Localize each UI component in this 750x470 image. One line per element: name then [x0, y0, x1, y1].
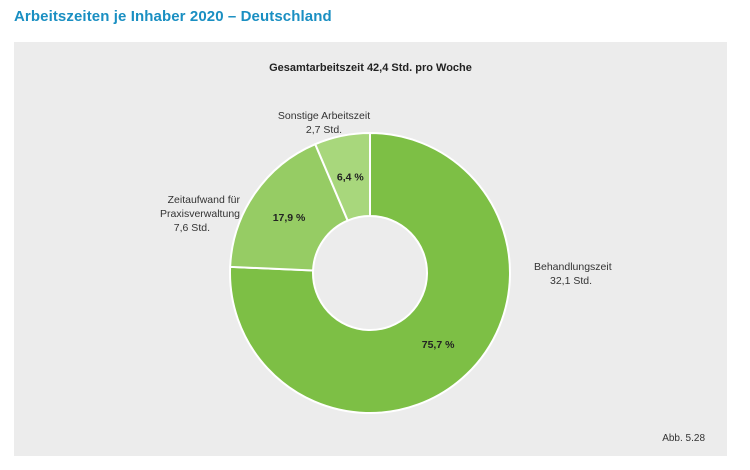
- annotation-sonstige: Sonstige Arbeitszeit 2,7 Std.: [254, 109, 394, 137]
- annotation-praxisverwaltung-name-line1: Zeitaufwand für: [167, 194, 240, 206]
- donut-slice-1: [229, 142, 350, 272]
- slice-percent-label-2: 6,4 %: [337, 171, 365, 183]
- annotation-sonstige-hours: 2,7 Std.: [305, 124, 343, 136]
- donut-slice-0: [229, 131, 511, 414]
- annotation-praxisverwaltung-hours: 7,6 Std.: [173, 222, 210, 234]
- donut-slice-2: [313, 131, 371, 222]
- annotation-praxisverwaltung: Zeitaufwand für Praxisverwaltung 7,6 Std…: [110, 193, 240, 235]
- annotation-behandlungszeit: Behandlungszeit 32,1 Std.: [534, 260, 612, 288]
- donut-chart: 75,7 % 17,9 % 6,4 %: [229, 131, 511, 414]
- annotation-behandlungszeit-name: Behandlungszeit: [534, 261, 612, 273]
- slice-percent-label-0: 75,7 %: [422, 339, 455, 351]
- annotation-sonstige-name: Sonstige Arbeitszeit: [277, 110, 371, 122]
- page-title: Arbeitszeiten je Inhaber 2020 – Deutschl…: [14, 8, 332, 25]
- chart-panel: Gesamtarbeitszeit 42,4 Std. pro Woche 75…: [14, 42, 727, 456]
- slice-percent-label-1: 17,9 %: [273, 212, 306, 224]
- annotation-behandlungszeit-hours: 32,1 Std.: [550, 275, 593, 287]
- chart-title: Gesamtarbeitszeit 42,4 Std. pro Woche: [269, 62, 472, 74]
- annotation-praxisverwaltung-name-line2: Praxisverwaltung: [160, 208, 240, 220]
- figure-reference: Abb. 5.28: [662, 433, 705, 444]
